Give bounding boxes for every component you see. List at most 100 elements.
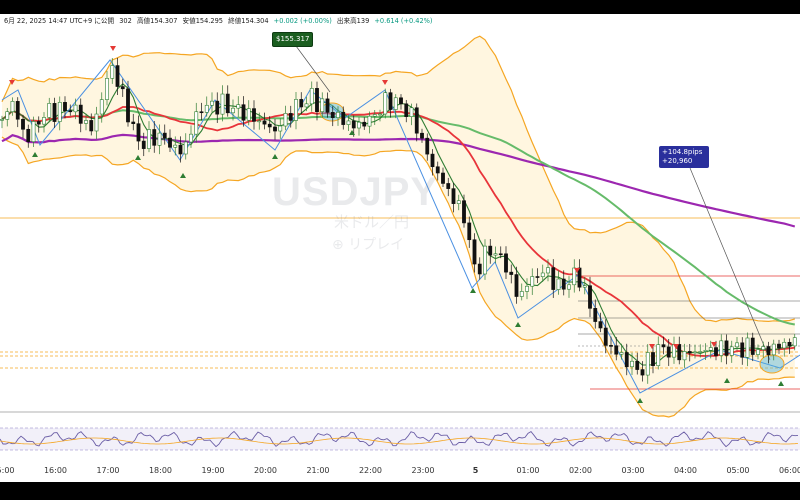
candle-body	[777, 343, 781, 349]
sell-signal-marker	[9, 80, 15, 85]
ma-long-line	[1, 133, 796, 228]
x-tick-label: 02:00	[568, 466, 593, 475]
buy-signal-marker	[515, 322, 521, 327]
sell-signal-marker	[110, 46, 116, 51]
buy-signal-marker	[272, 154, 278, 159]
candle-body	[246, 108, 251, 121]
buy-signal-marker	[470, 288, 476, 293]
candle-body	[724, 340, 729, 356]
sell-signal-marker	[649, 344, 655, 349]
candle-body	[745, 337, 750, 358]
candle-body	[504, 253, 508, 273]
candle-body	[635, 360, 640, 370]
candle-body	[561, 278, 566, 290]
candle-body	[792, 337, 797, 347]
candle-body	[36, 121, 41, 125]
candle-body	[488, 245, 493, 256]
buy-signal-marker	[637, 398, 643, 403]
candle-body	[110, 65, 115, 79]
candle-body	[456, 200, 461, 204]
x-tick-label: 03:00	[621, 466, 645, 475]
candle-body	[341, 111, 346, 125]
candle-body	[262, 120, 267, 125]
candle-body	[194, 111, 199, 135]
candle-body	[57, 102, 62, 122]
candle-body	[756, 349, 760, 355]
candle-body	[299, 99, 304, 108]
candle-body	[372, 114, 377, 117]
candle-body	[357, 121, 361, 129]
candle-body	[719, 340, 724, 356]
candle-body	[666, 346, 671, 358]
header-date: 6月 22, 2025 14:47 UTC+9 に公開	[4, 17, 115, 25]
time-axis: 15:00 16:00 17:00 18:00 19:00 20:00 21:00 22:00…	[0, 462, 800, 482]
price-badge-leader	[295, 45, 331, 93]
candle-body	[278, 125, 283, 132]
candle-layer	[0, 57, 797, 384]
candle-body	[325, 98, 330, 113]
candle-body	[241, 104, 246, 121]
x-tick-label: 06:00	[778, 466, 800, 475]
bollinger-upper-band	[1, 35, 795, 323]
price-badge[interactable]: $155.317	[272, 32, 314, 47]
candle-body	[183, 141, 188, 155]
candle-body	[630, 360, 634, 368]
pips-badge[interactable]: +104.8pips +20,960	[659, 146, 709, 168]
candle-body	[236, 104, 241, 109]
candle-body	[740, 342, 745, 358]
candle-body	[346, 120, 351, 125]
candle-body	[283, 113, 288, 127]
candle-body	[514, 274, 519, 297]
candle-body	[693, 351, 697, 354]
candle-body	[483, 245, 487, 275]
candle-body	[162, 132, 167, 139]
candle-body	[31, 121, 36, 142]
pips-amount: +20,960	[662, 157, 693, 165]
candle-body	[498, 253, 503, 256]
x-tick-label: 05:00	[726, 466, 750, 475]
candle-body	[105, 78, 109, 100]
candle-body	[766, 346, 771, 356]
top-black-bar	[0, 0, 800, 14]
candle-body	[603, 327, 608, 346]
candle-body	[703, 349, 708, 352]
candle-body	[157, 132, 162, 146]
candle-body	[199, 111, 204, 114]
candle-body	[84, 120, 88, 124]
candle-body	[761, 346, 766, 350]
x-tick-label: 04:00	[673, 466, 698, 475]
candle-body	[231, 107, 235, 114]
candle-body	[63, 102, 67, 112]
candle-body	[682, 351, 687, 361]
candle-body	[267, 123, 272, 128]
candle-body	[210, 100, 214, 106]
candle-body	[131, 121, 136, 124]
candle-body	[5, 111, 10, 120]
x-tick-label: 16:00	[43, 466, 68, 475]
x-tick-label: 23:00	[411, 466, 435, 475]
candle-body	[141, 140, 146, 149]
candle-body	[446, 183, 451, 189]
header-close: 終値154.304	[228, 17, 269, 25]
buy-signal-marker	[32, 152, 38, 157]
sell-signal-marker	[673, 344, 679, 349]
candle-body	[15, 101, 20, 120]
candle-body	[288, 113, 293, 121]
buy-signal-marker	[135, 155, 141, 160]
rsi-signal-line	[0, 437, 799, 445]
candle-body	[708, 347, 713, 351]
bollinger-band-layer	[1, 35, 795, 418]
candle-body	[89, 120, 94, 132]
candle-body	[73, 104, 78, 113]
x-tick-label: 15:00	[0, 466, 15, 475]
candle-body	[367, 115, 372, 127]
x-tick-label: 17:00	[96, 466, 120, 475]
candle-body	[735, 342, 739, 348]
ma-mid-line	[1, 106, 795, 357]
candle-body	[714, 347, 718, 356]
rsi-pane	[0, 427, 800, 451]
header-volume-change: +0.614 (+0.42%)	[374, 17, 433, 25]
candle-body	[588, 285, 592, 309]
candle-body	[420, 132, 424, 139]
